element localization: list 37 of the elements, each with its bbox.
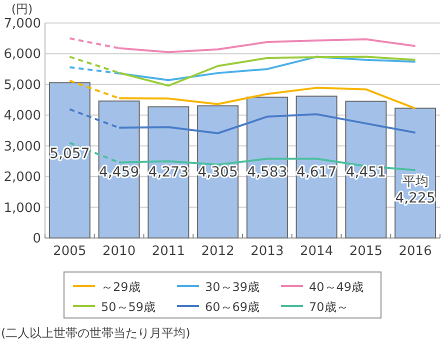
x-tick-label: 2013	[250, 244, 284, 259]
y-tick-label: 1,000	[4, 200, 41, 216]
bar	[296, 96, 338, 238]
series-label: 平均	[402, 174, 428, 190]
data-label: 4,583	[247, 164, 288, 181]
y-tick-label: 3,000	[4, 139, 41, 154]
legend-label: 40～49歳	[309, 280, 364, 294]
bar	[345, 100, 387, 238]
legend-label: 60～69歳	[205, 300, 260, 314]
x-tick-label: 2015	[349, 244, 382, 259]
legend-label: 50～59歳	[101, 300, 156, 314]
data-label: 4,451	[346, 164, 386, 181]
data-label: 4,273	[148, 164, 188, 181]
x-tick-label: 2011	[152, 244, 185, 259]
y-tick-label: 6,000	[4, 47, 41, 62]
data-label: 4,305	[198, 164, 238, 181]
text: (二人以上世帯の世帯当たり月平均)	[1, 326, 190, 340]
y-tick-label: 5,000	[4, 78, 41, 93]
x-tick-label: 2016	[398, 244, 432, 259]
bar	[98, 100, 140, 238]
data-label: 4,617	[296, 164, 337, 181]
data-label: 5,057	[50, 146, 90, 162]
y-tick-label: 7,000	[4, 16, 41, 32]
x-tick-label: 2005	[53, 244, 86, 259]
data-label: 4,459	[99, 164, 140, 181]
y-axis-title: (円)	[11, 2, 33, 16]
x-tick-label: 2014	[300, 244, 334, 259]
y-tick-label: 2,000	[4, 170, 41, 186]
legend-label: 30～39歳	[205, 280, 260, 294]
bar	[48, 82, 90, 238]
legend-label: 70歳～	[309, 300, 348, 314]
y-tick-label: 0	[32, 232, 41, 246]
y-tick-label: 4,000	[4, 108, 41, 124]
x-tick-label: 2012	[201, 244, 234, 259]
legend-label: ～29歳	[101, 280, 140, 294]
x-tick-label: 2010	[102, 244, 136, 259]
data-label: 4,225	[395, 190, 436, 207]
